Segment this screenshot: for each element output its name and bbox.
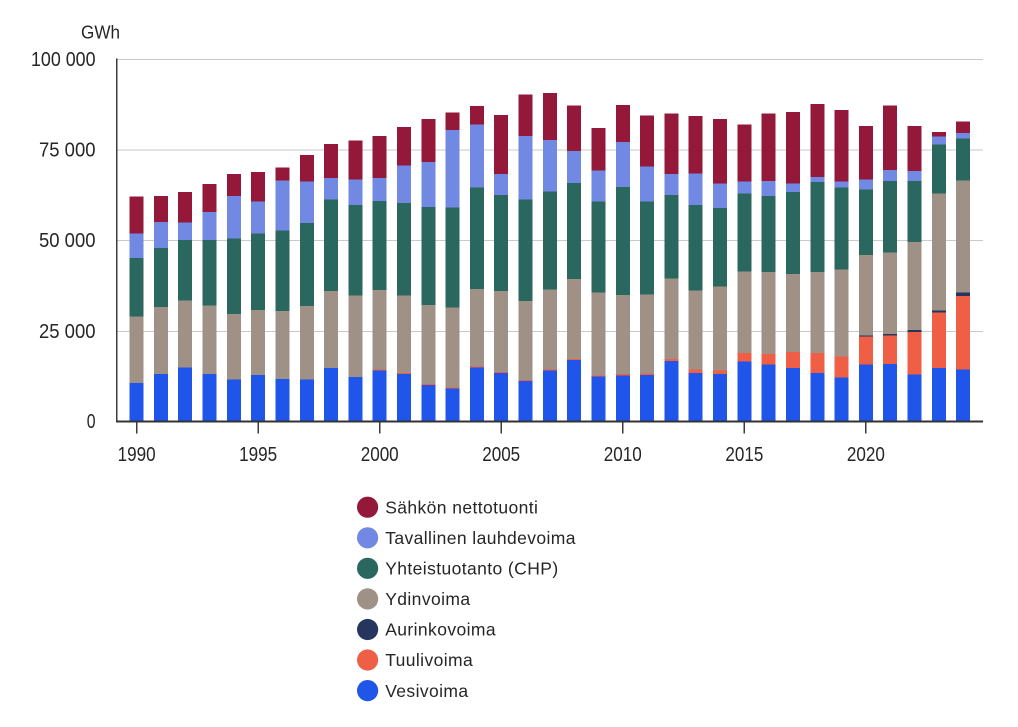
svg-text:2010: 2010 (604, 443, 642, 466)
svg-text:2020: 2020 (847, 443, 885, 466)
svg-text:Yhteistuotanto (CHP): Yhteistuotanto (CHP) (385, 559, 558, 579)
svg-text:1990: 1990 (118, 443, 156, 466)
svg-text:0: 0 (87, 410, 96, 433)
svg-text:50 000: 50 000 (39, 229, 96, 252)
svg-text:75 000: 75 000 (39, 139, 96, 162)
svg-text:Aurinkovoima: Aurinkovoima (385, 620, 496, 640)
svg-text:GWh: GWh (81, 21, 120, 42)
svg-text:Sähkön nettotuonti: Sähkön nettotuonti (385, 497, 538, 517)
svg-text:2015: 2015 (725, 443, 763, 466)
svg-text:Vesivoima: Vesivoima (385, 681, 468, 701)
svg-text:2000: 2000 (361, 443, 399, 466)
svg-text:Tavallinen lauhdevoima: Tavallinen lauhdevoima (385, 528, 576, 548)
svg-text:Tuulivoima: Tuulivoima (385, 650, 473, 670)
svg-text:2005: 2005 (482, 443, 520, 466)
svg-text:25 000: 25 000 (39, 320, 96, 343)
svg-text:Ydinvoima: Ydinvoima (385, 589, 470, 609)
svg-text:1995: 1995 (239, 443, 277, 466)
svg-text:100 000: 100 000 (31, 48, 96, 71)
